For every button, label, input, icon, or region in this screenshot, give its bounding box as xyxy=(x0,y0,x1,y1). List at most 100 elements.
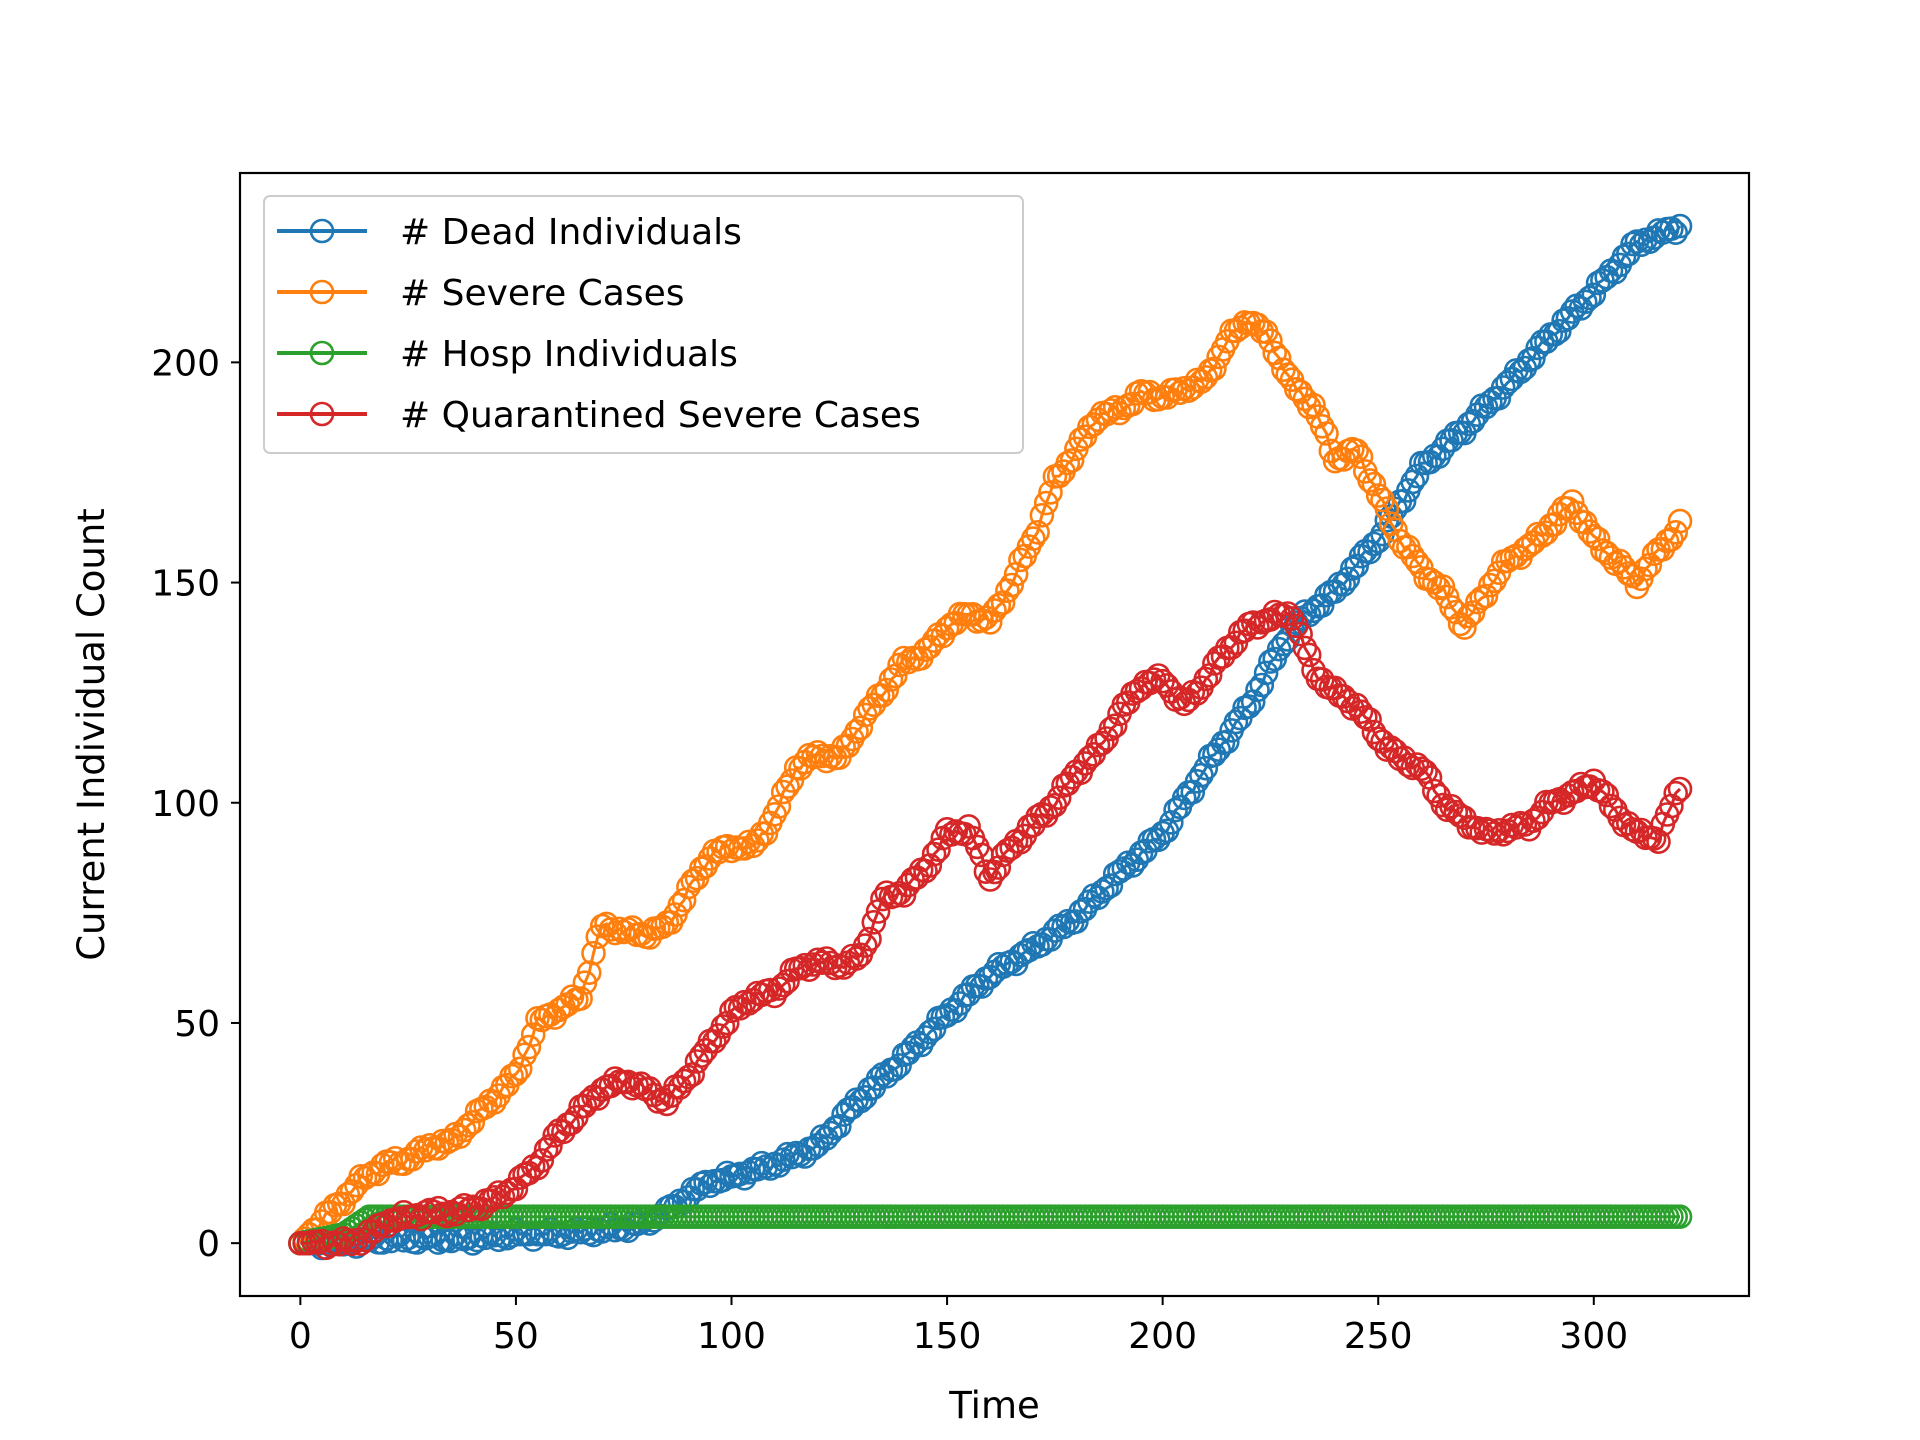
series-1-point-162 xyxy=(986,592,1012,618)
series-3-point-232 xyxy=(1288,621,1313,647)
y-tick-label-4: 200 xyxy=(151,343,220,384)
series-1-point-306 xyxy=(1607,548,1632,574)
series-1-point-265 xyxy=(1430,574,1456,599)
series-3-point-57 xyxy=(533,1137,559,1162)
series-0-point-193 xyxy=(1120,853,1145,878)
series-1-point-302 xyxy=(1590,538,1615,563)
x-tick-label-6: 300 xyxy=(1559,1316,1628,1357)
series-3-point-308 xyxy=(1616,810,1641,836)
series-3-point-201 xyxy=(1154,673,1180,698)
series-1-point-167 xyxy=(1008,547,1033,573)
series-0-point-244 xyxy=(1340,556,1365,581)
y-tick-label-1: 50 xyxy=(174,1004,220,1045)
series-0-point-102 xyxy=(727,1161,753,1187)
series-1-point-268 xyxy=(1443,599,1469,625)
series-0-point-291 xyxy=(1542,321,1568,347)
series-3-point-257 xyxy=(1396,752,1421,778)
series-0-point-300 xyxy=(1581,282,1607,308)
series-3-point-89 xyxy=(671,1068,697,1094)
plot-frame xyxy=(238,171,1751,1298)
series-1-point-284 xyxy=(1512,536,1538,562)
series-3-point-194 xyxy=(1124,679,1150,704)
series-1-point-28 xyxy=(408,1135,434,1160)
series-0-point-190 xyxy=(1107,859,1132,884)
legend-label-2: # Hosp Individuals xyxy=(400,334,738,375)
series-1-point-300 xyxy=(1581,523,1607,549)
series-0-point-126 xyxy=(831,1102,856,1127)
series-2 xyxy=(288,1204,1693,1256)
series-3-point-212 xyxy=(1202,651,1227,676)
y-tick-label-0: 0 xyxy=(197,1224,220,1265)
series-1-point-65 xyxy=(568,986,593,1011)
series-2-point-320 xyxy=(1667,1204,1693,1229)
series-1-point-308 xyxy=(1616,561,1641,586)
series-3-point-93 xyxy=(688,1043,714,1068)
series-0-point-162 xyxy=(986,951,1012,977)
series-1-point-161 xyxy=(982,598,1007,623)
series-3-point-319 xyxy=(1663,780,1688,806)
series-1-point-176 xyxy=(1046,463,1072,489)
series-1-point-299 xyxy=(1577,519,1602,544)
series-0-point-271 xyxy=(1456,411,1482,437)
series-1-point-7 xyxy=(318,1200,343,1225)
legend-marker-2 xyxy=(309,340,335,366)
series-1-point-114 xyxy=(779,768,805,793)
x-axis-label: Time xyxy=(948,1384,1040,1427)
series-3-point-303 xyxy=(1594,782,1619,808)
series-1-point-210 xyxy=(1193,364,1219,390)
series-1-point-205 xyxy=(1171,375,1197,401)
series-3-point-164 xyxy=(995,838,1020,863)
series-1-point-320 xyxy=(1667,508,1693,534)
series-0-point-320 xyxy=(1667,213,1693,239)
series-1-point-11 xyxy=(335,1182,361,1207)
series-0-point-299 xyxy=(1577,285,1602,311)
series-1-point-132 xyxy=(857,696,882,721)
series-1-point-38 xyxy=(451,1117,477,1143)
series-3-point-133 xyxy=(861,909,887,935)
series-0-point-259 xyxy=(1404,463,1430,489)
series-1-point-54 xyxy=(520,1022,546,1047)
series-1-point-272 xyxy=(1460,600,1486,625)
series-3-point-96 xyxy=(701,1029,727,1054)
series-3-point-314 xyxy=(1641,826,1667,851)
legend-marker-1 xyxy=(309,279,335,305)
series-0-point-307 xyxy=(1611,244,1637,269)
series-0-point-145 xyxy=(913,1025,938,1050)
x-tick-label-0: 0 xyxy=(289,1316,312,1357)
x-tick-label-3: 150 xyxy=(913,1316,982,1357)
series-0-point-310 xyxy=(1624,229,1650,254)
series-1-point-252 xyxy=(1374,496,1400,522)
series-0-point-208 xyxy=(1184,768,1210,794)
series-1-point-262 xyxy=(1417,567,1443,592)
series-0-point-89 xyxy=(671,1189,697,1215)
series-3-point-222 xyxy=(1245,615,1270,640)
series-1-point-136 xyxy=(874,677,900,703)
series-1-point-181 xyxy=(1068,427,1093,452)
series-0-point-138 xyxy=(882,1056,908,1082)
legend: # Dead Individuals # Severe Cases # Hosp I… xyxy=(263,195,1024,454)
legend-label-1: # Severe Cases xyxy=(400,273,685,314)
series-1-point-91 xyxy=(680,868,706,894)
series-1-point-229 xyxy=(1275,362,1300,388)
series-3-point-197 xyxy=(1137,670,1162,696)
series-1-point-204 xyxy=(1167,380,1193,406)
series-3-point-189 xyxy=(1102,713,1128,739)
series-1-point-190 xyxy=(1107,400,1132,426)
series-1-point-170 xyxy=(1021,526,1046,551)
series-1-point-245 xyxy=(1344,438,1369,464)
series-0-point-217 xyxy=(1223,709,1249,735)
series-1-point-39 xyxy=(456,1113,481,1138)
series-1-point-111 xyxy=(766,794,792,819)
series-1-point-159 xyxy=(973,605,999,631)
series-1-point-312 xyxy=(1633,556,1658,582)
series-1-point-63 xyxy=(559,984,585,1010)
series-3-point-131 xyxy=(852,933,878,958)
series-0-point-40 xyxy=(460,1231,486,1256)
series-1-point-137 xyxy=(878,667,904,692)
series-3-point-11 xyxy=(335,1228,361,1253)
series-3-point-204 xyxy=(1167,685,1193,711)
series-0-point-139 xyxy=(887,1053,912,1078)
series-0-point-292 xyxy=(1547,318,1572,344)
series-1-point-260 xyxy=(1409,554,1434,580)
